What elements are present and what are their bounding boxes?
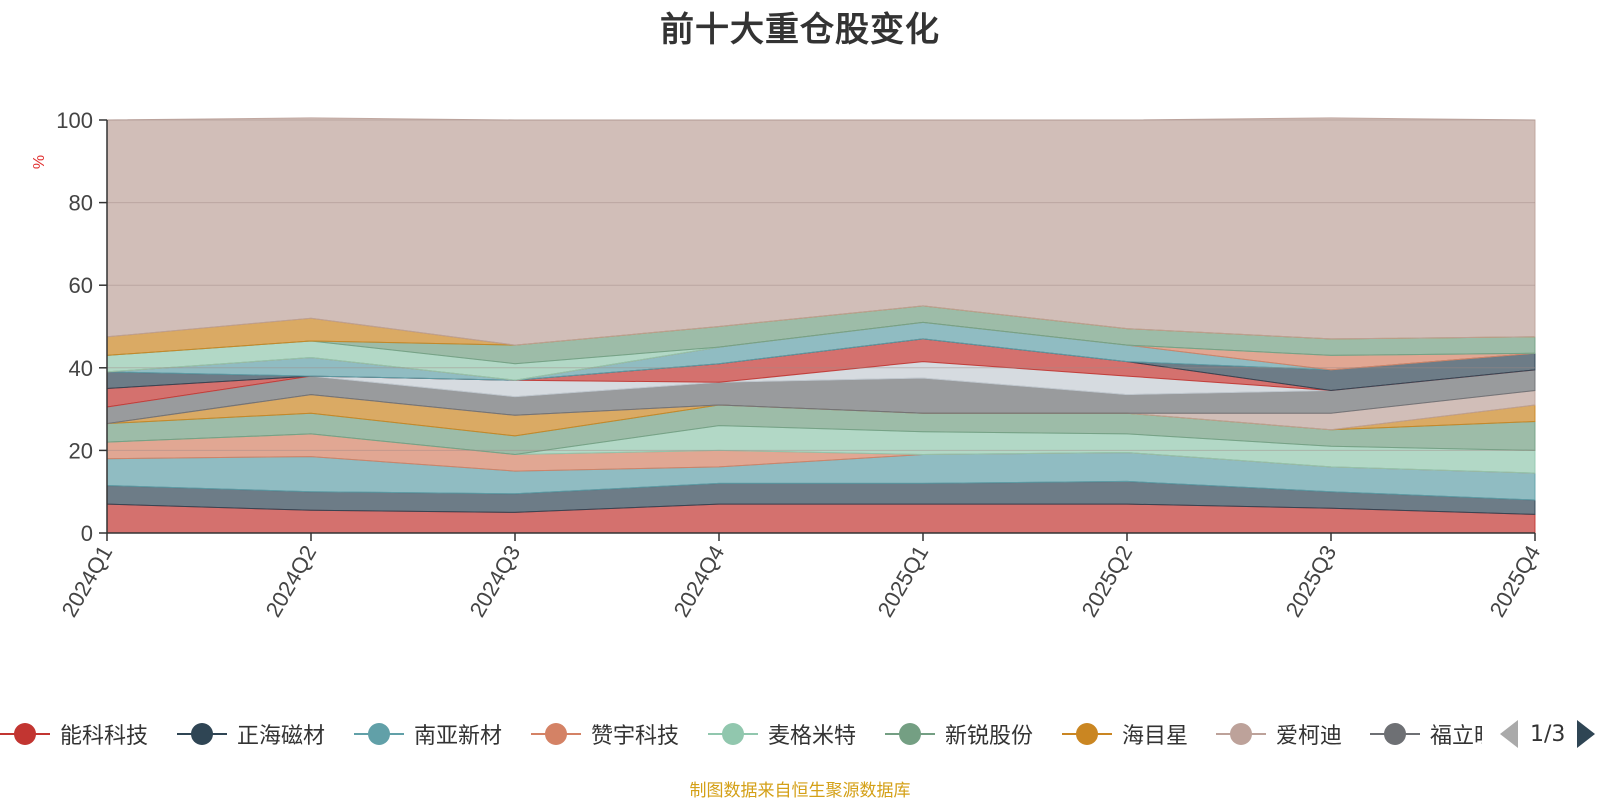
legend-label: 南亚新材 [414, 724, 503, 749]
legend-prev-page-button[interactable] [1500, 720, 1518, 748]
legend-label: 福立旺 [1430, 724, 1482, 749]
legend-label: 海目星 [1122, 724, 1189, 749]
legend-next-page-button[interactable] [1577, 720, 1596, 748]
chart-title: 前十大重仓股变化 [660, 10, 940, 50]
legend-label: 麦格米特 [768, 724, 857, 749]
area-其他 [106, 117, 1536, 346]
source-note: 制图数据来自恒生聚源数据库 [689, 781, 911, 801]
y-tick-label: 40 [69, 356, 93, 381]
area-series-layer [106, 117, 1536, 534]
legend-item-新锐股份[interactable]: 新锐股份 [885, 716, 1033, 752]
legend-swatch-icon [0, 716, 50, 752]
legend-swatch-icon [1216, 716, 1266, 752]
x-tick-label: 2024Q4 [669, 541, 730, 621]
y-axis-label: % [31, 155, 48, 169]
legend-item-爱柯迪[interactable]: 爱柯迪 [1216, 716, 1342, 752]
legend-swatch-icon [354, 716, 404, 752]
x-tick-label: 2025Q2 [1077, 541, 1138, 621]
legend-swatch-icon [1062, 716, 1112, 752]
legend-label: 赞宇科技 [591, 724, 680, 749]
legend-swatch-icon [885, 716, 935, 752]
x-tick-label: 2025Q3 [1281, 541, 1342, 621]
y-tick-label: 60 [69, 273, 93, 298]
x-tick-label: 2024Q3 [465, 541, 526, 621]
x-tick-label: 2025Q1 [873, 541, 934, 621]
legend-swatch-icon [177, 716, 227, 752]
grid-layer [107, 119, 1535, 451]
legend-swatch-icon [1370, 716, 1420, 752]
legend-item-赞宇科技[interactable]: 赞宇科技 [531, 716, 679, 752]
y-tick-label: 80 [69, 191, 93, 216]
y-tick-label: 20 [69, 438, 93, 463]
legend-pager: 1/3 [1500, 716, 1596, 752]
legend-item-海目星[interactable]: 海目星 [1062, 716, 1188, 752]
legend-swatch-icon [708, 716, 758, 752]
legend-label: 爱柯迪 [1276, 724, 1343, 749]
legend-item-正海磁材[interactable]: 正海磁材 [177, 716, 325, 752]
legend-item-麦格米特[interactable]: 麦格米特 [708, 716, 856, 752]
x-tick-label: 2024Q1 [57, 541, 118, 621]
y-tick-label: 100 [56, 108, 93, 133]
legend-swatch-icon [531, 716, 581, 752]
legend-item-南亚新材[interactable]: 南亚新材 [354, 716, 502, 752]
legend-item-福立旺[interactable]: 福立旺 [1370, 716, 1482, 752]
legend-page-indicator: 1/3 [1530, 721, 1566, 747]
legend: 能科科技 正海磁材 南亚新材 赞宇科技 麦格米特 新锐股份 海目星 爱柯迪 福立旺 1/3 [0, 716, 1600, 752]
legend-label: 能科科技 [60, 724, 149, 749]
x-tick-label: 2024Q2 [261, 541, 322, 621]
legend-label: 新锐股份 [945, 724, 1034, 749]
x-tick-label: 2025Q4 [1485, 541, 1546, 621]
legend-items: 能科科技 正海磁材 南亚新材 赞宇科技 麦格米特 新锐股份 海目星 爱柯迪 福立旺 [0, 716, 1482, 752]
legend-item-能科科技[interactable]: 能科科技 [0, 716, 148, 752]
y-tick-label: 0 [81, 521, 93, 546]
legend-label: 正海磁材 [237, 724, 326, 749]
